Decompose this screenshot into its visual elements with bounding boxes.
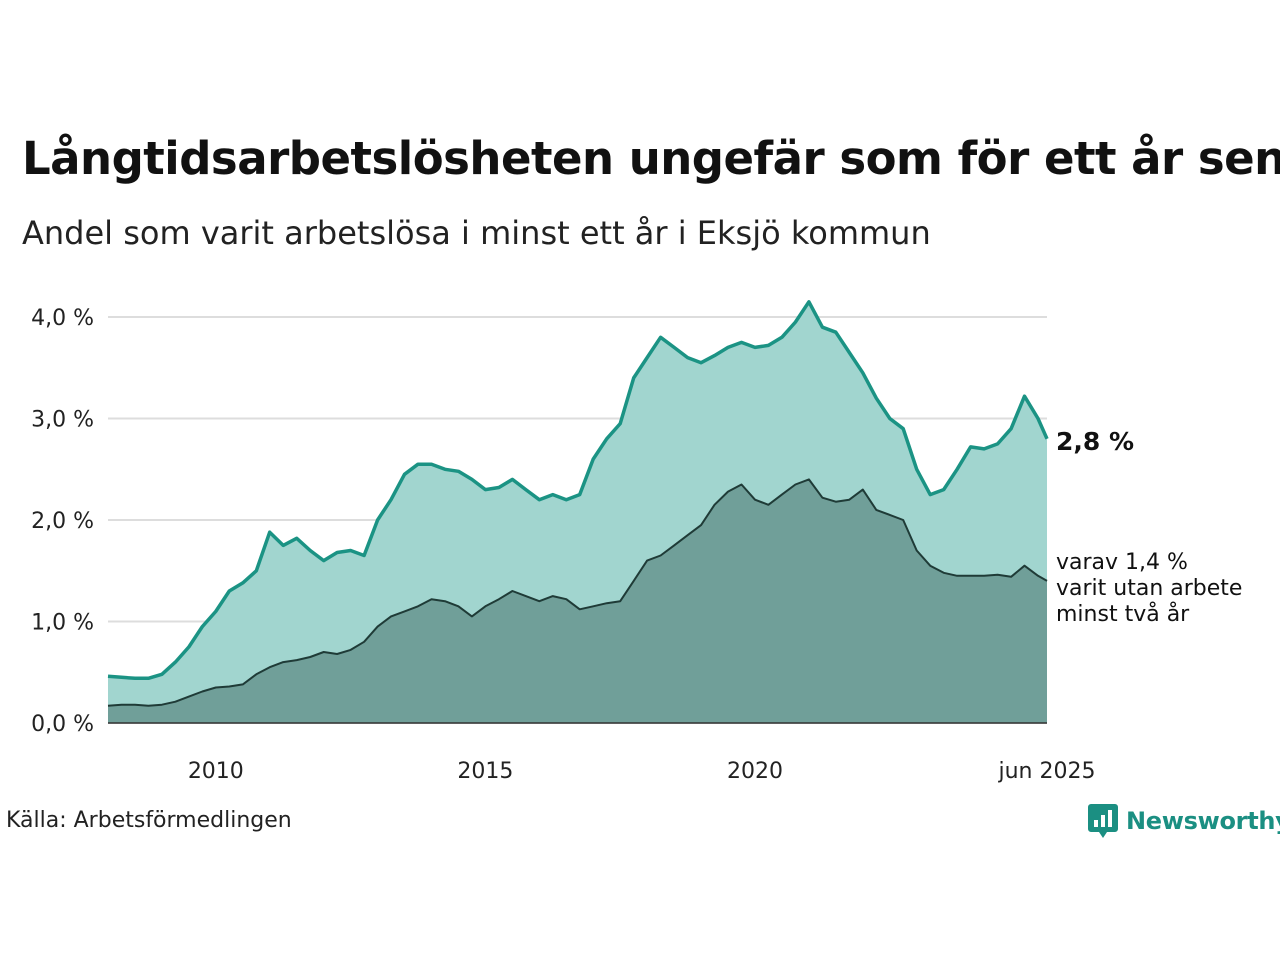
annotation-sub-line: minst två år xyxy=(1056,601,1190,627)
y-tick-label: 4,0 % xyxy=(31,306,94,331)
line-total xyxy=(107,300,1049,681)
area-sub xyxy=(108,479,1047,723)
x-tick-label: 2015 xyxy=(457,759,513,784)
series-areas xyxy=(107,300,1049,724)
x-tick-label: 2010 xyxy=(188,759,244,784)
line-sub xyxy=(107,478,1048,707)
annotation-sub-line: varit utan arbete xyxy=(1056,576,1242,601)
annotation-sub-line: varav 1,4 % xyxy=(1056,550,1188,575)
y-tick-label: 1,0 % xyxy=(31,611,94,636)
speech-bubble-chart-icon xyxy=(1088,804,1118,838)
chart-title: Långtidsarbetslösheten ungefär som för e… xyxy=(22,132,1280,185)
brand-name: Newsworthy xyxy=(1126,807,1280,835)
y-tick-label: 3,0 % xyxy=(31,408,94,433)
source-note: Källa: Arbetsförmedlingen xyxy=(6,808,292,833)
x-tick-label: 2020 xyxy=(727,759,783,784)
y-tick-label: 2,0 % xyxy=(31,509,94,534)
x-axis-ticks: 2010 2015 2020 jun 2025 xyxy=(188,759,1096,784)
chart-subtitle: Andel som varit arbetslösa i minst ett å… xyxy=(22,214,931,252)
y-tick-label: 0,0 % xyxy=(31,712,94,737)
x-tick-label: jun 2025 xyxy=(998,759,1096,784)
annotation-total-value: 2,8 % xyxy=(1056,427,1134,456)
newsworthy-logo[interactable]: Newsworthy xyxy=(1088,804,1280,838)
y-axis-ticks: 0,0 % 1,0 % 2,0 % 3,0 % 4,0 % xyxy=(31,306,94,737)
